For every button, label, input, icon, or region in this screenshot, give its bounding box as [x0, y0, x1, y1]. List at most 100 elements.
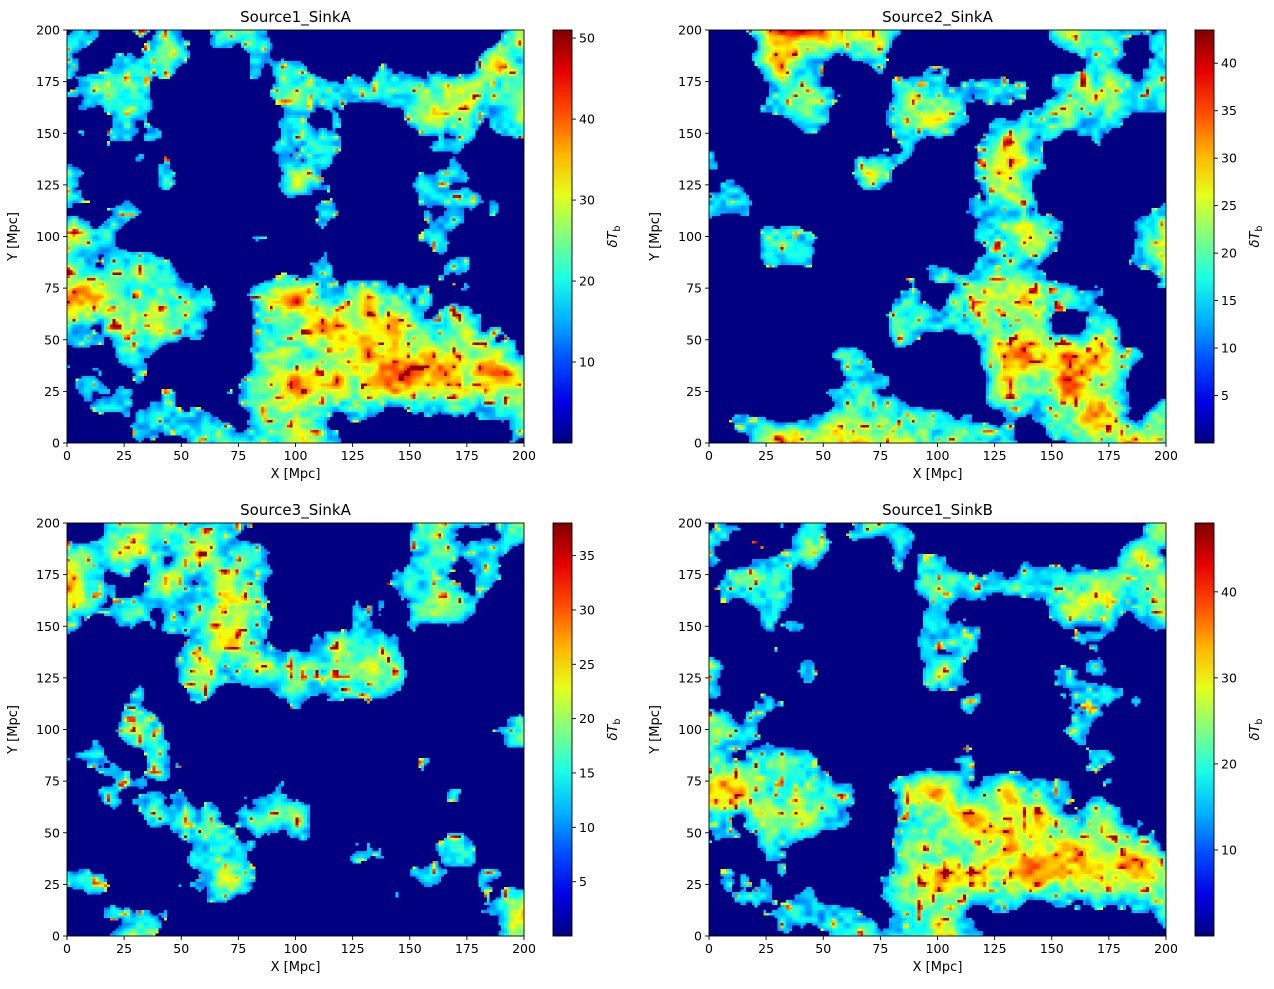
- y-tick-label: 200: [36, 516, 60, 531]
- y-tick-label: 75: [44, 281, 60, 296]
- y-tick-label: 175: [36, 74, 60, 89]
- colorbar-label: δTb: [606, 719, 623, 741]
- y-tick-label: 50: [686, 825, 702, 840]
- colorbar-tick-label: 15: [579, 765, 595, 780]
- colorbar: [1194, 29, 1215, 444]
- x-axis-label: X [Mpc]: [913, 467, 963, 482]
- x-tick-label: 125: [341, 941, 365, 956]
- colorbar-tick-label: 30: [579, 602, 595, 617]
- y-tick-label: 150: [678, 126, 702, 141]
- subplot-title: Source2_SinkA: [882, 8, 993, 27]
- y-tick-label: 175: [678, 567, 702, 582]
- colorbar: [1194, 522, 1215, 937]
- y-tick-label: 50: [686, 332, 702, 347]
- colorbar-tick-label: 10: [579, 820, 595, 835]
- colorbar-tick-label: 20: [1221, 246, 1237, 261]
- x-tick-label: 125: [983, 448, 1007, 463]
- x-tick-label: 25: [758, 448, 774, 463]
- y-tick-label: 0: [694, 436, 702, 451]
- heatmap-image: [709, 30, 1166, 443]
- x-axis-label: X [Mpc]: [271, 960, 321, 975]
- colorbar-tick-label: 5: [579, 874, 587, 889]
- y-tick-label: 150: [36, 126, 60, 141]
- y-tick-label: 25: [686, 384, 702, 399]
- y-axis-label: Y [Mpc]: [648, 705, 663, 755]
- x-tick-label: 175: [455, 448, 479, 463]
- x-tick-label: 100: [926, 448, 950, 463]
- x-tick-label: 200: [512, 941, 536, 956]
- y-tick-label: 100: [678, 229, 702, 244]
- y-tick-label: 75: [44, 774, 60, 789]
- y-tick-label: 175: [36, 567, 60, 582]
- subplot-4: Source1_SinkB 0 25 50 75 100 125 150 175 200 0 25 50…: [648, 501, 1265, 975]
- y-axis-label: Y [Mpc]: [648, 212, 663, 262]
- colorbar-tick-label: 15: [1221, 293, 1237, 308]
- y-tick-label: 25: [686, 877, 702, 892]
- subplot-title: Source1_SinkB: [882, 501, 993, 520]
- y-tick-label: 200: [678, 23, 702, 38]
- y-tick-label: 100: [36, 229, 60, 244]
- heatmap-image: [67, 30, 524, 443]
- y-axis-label: Y [Mpc]: [6, 212, 21, 262]
- x-tick-label: 75: [230, 448, 246, 463]
- colorbar-tick-label: 30: [579, 193, 595, 208]
- y-tick-label: 100: [678, 722, 702, 737]
- colorbar-tick-label: 25: [579, 657, 595, 672]
- colorbar-tick-label: 10: [1221, 842, 1237, 857]
- y-tick-label: 200: [678, 516, 702, 531]
- colorbar-tick-label: 40: [579, 112, 595, 127]
- y-tick-label: 175: [678, 74, 702, 89]
- x-tick-label: 175: [1097, 448, 1121, 463]
- subplot-1: Source1_SinkA 0 25 50 75 100 125 150 175 200 0 25 50…: [6, 8, 623, 482]
- colorbar-tick-label: 10: [579, 355, 595, 370]
- colorbar-label: δTb: [1248, 719, 1265, 741]
- heatmap-image: [67, 523, 524, 936]
- x-tick-label: 0: [705, 448, 713, 463]
- x-tick-label: 100: [926, 941, 950, 956]
- colorbar-label: δTb: [606, 226, 623, 248]
- y-tick-label: 200: [36, 23, 60, 38]
- colorbar-tick-label: 50: [579, 31, 595, 46]
- y-tick-label: 150: [678, 619, 702, 634]
- subplot-title: Source3_SinkA: [240, 501, 351, 520]
- x-tick-label: 0: [63, 448, 71, 463]
- y-tick-label: 50: [44, 332, 60, 347]
- colorbar-tick-label: 5: [1221, 388, 1229, 403]
- x-tick-label: 75: [872, 448, 888, 463]
- y-tick-label: 0: [694, 929, 702, 944]
- y-tick-label: 25: [44, 384, 60, 399]
- colorbar-tick-label: 35: [1221, 103, 1237, 118]
- colorbar-tick-label: 40: [1221, 56, 1237, 71]
- x-axis-label: X [Mpc]: [271, 467, 321, 482]
- x-tick-label: 100: [284, 448, 308, 463]
- y-tick-label: 25: [44, 877, 60, 892]
- subplot-title: Source1_SinkA: [240, 8, 351, 27]
- y-axis-label: Y [Mpc]: [6, 705, 21, 755]
- colorbar-tick-label: 40: [1221, 584, 1237, 599]
- y-tick-label: 0: [52, 929, 60, 944]
- y-tick-label: 100: [36, 722, 60, 737]
- y-tick-label: 125: [678, 670, 702, 685]
- colorbar-tick-label: 20: [579, 711, 595, 726]
- x-axis-label: X [Mpc]: [913, 960, 963, 975]
- heatmap-image: [709, 523, 1166, 936]
- colorbar-tick-label: 10: [1221, 341, 1237, 356]
- y-tick-label: 125: [36, 177, 60, 192]
- colorbar-tick-label: 25: [1221, 198, 1237, 213]
- subplot-3: Source3_SinkA 0 25 50 75 100 125 150 175 200 0 25 50…: [6, 501, 623, 975]
- x-tick-label: 175: [1097, 941, 1121, 956]
- y-tick-label: 125: [36, 670, 60, 685]
- colorbar: [552, 29, 573, 444]
- x-tick-label: 125: [341, 448, 365, 463]
- x-tick-label: 175: [455, 941, 479, 956]
- x-tick-label: 125: [983, 941, 1007, 956]
- y-tick-label: 150: [36, 619, 60, 634]
- y-tick-label: 50: [44, 825, 60, 840]
- colorbar-tick-label: 20: [1221, 756, 1237, 771]
- y-tick-label: 0: [52, 436, 60, 451]
- colorbar-tick-label: 30: [1221, 670, 1237, 685]
- subplot-2: Source2_SinkA 0 25 50 75 100 125 150 175 200 0 25 50…: [648, 8, 1265, 482]
- colorbar-tick-label: 35: [579, 548, 595, 563]
- x-tick-label: 150: [398, 448, 422, 463]
